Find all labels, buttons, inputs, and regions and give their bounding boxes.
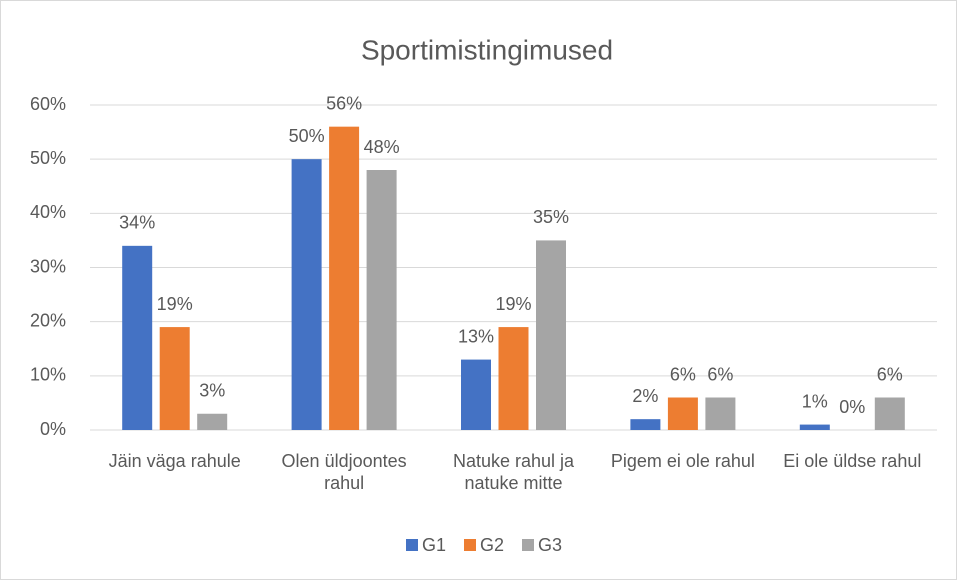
data-label: 50% [289, 126, 325, 146]
bar [366, 170, 397, 430]
bar [874, 397, 905, 430]
data-label: 48% [364, 137, 400, 157]
legend-label: G2 [480, 535, 504, 555]
x-tick-label: Natuke rahul ja natuke mitte [452, 451, 575, 493]
bar [329, 126, 360, 431]
x-tick-label: Olen üldjoontes rahul [281, 451, 407, 493]
bar [498, 327, 529, 430]
bar [291, 159, 322, 430]
bar [630, 419, 661, 430]
data-label: 19% [157, 294, 193, 314]
legend-swatch [522, 539, 534, 551]
y-tick-label: 0% [40, 419, 66, 439]
legend-swatch [406, 539, 418, 551]
data-label: 2% [632, 386, 658, 406]
x-tick-label: Pigem ei ole rahul [610, 451, 755, 471]
y-tick-label: 40% [30, 202, 66, 222]
y-tick-label: 60% [30, 94, 66, 114]
legend-label: G3 [538, 535, 562, 555]
data-label: 6% [707, 364, 733, 384]
data-label: 6% [670, 364, 696, 384]
chart-title: Sportimistingimused [361, 34, 613, 65]
bar [799, 424, 830, 430]
legend-label: G1 [422, 535, 446, 555]
legend-swatch [464, 539, 476, 551]
y-tick-label: 30% [30, 256, 66, 276]
data-label: 19% [495, 294, 531, 314]
bar [461, 359, 491, 430]
data-label: 13% [458, 326, 494, 346]
data-label: 3% [199, 381, 225, 401]
bar [705, 397, 736, 430]
y-tick-label: 10% [30, 365, 66, 385]
y-tick-label: 20% [30, 310, 66, 330]
bar [122, 245, 153, 430]
x-tick-label: Ei ole üldse rahul [783, 451, 922, 471]
data-label: 1% [802, 391, 828, 411]
data-label: 6% [877, 364, 903, 384]
bar [159, 327, 190, 430]
x-tick-label: Jäin väga rahule [108, 451, 241, 471]
data-label: 35% [533, 207, 569, 227]
y-tick-label: 50% [30, 148, 66, 168]
data-label: 0% [839, 397, 865, 417]
data-label: 56% [326, 93, 362, 113]
bar [536, 240, 566, 430]
data-label: 34% [119, 213, 155, 233]
bar [197, 413, 228, 430]
bar [667, 397, 698, 430]
